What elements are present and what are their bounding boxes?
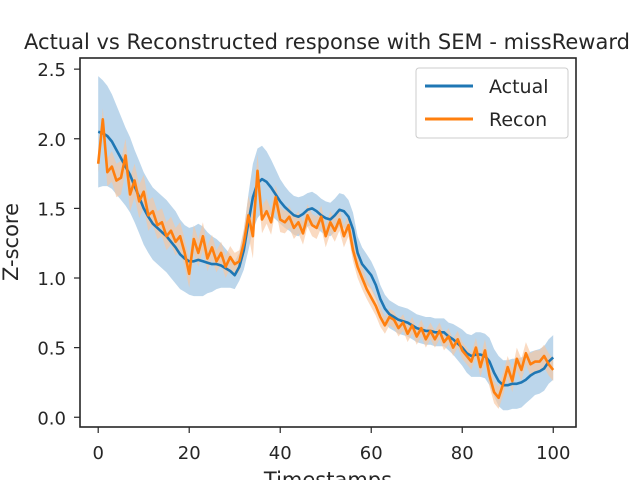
series-lines [96,118,555,400]
x-axis-ticks: 0 20 40 60 80 100 [92,427,570,464]
x-tick-label: 80 [451,443,474,464]
y-tick-label: 1.5 [37,199,66,220]
y-axis-label: Z-score [0,203,23,281]
legend-actual-label: Actual [489,76,549,98]
legend: Actual Recon [415,67,569,139]
x-tick-label: 20 [178,443,201,464]
x-tick-label: 40 [269,443,292,464]
recon-series-line [96,118,555,400]
y-tick-label: 0.5 [37,339,66,360]
chart-title: Actual vs Reconstructed response with SE… [24,30,630,54]
y-tick-label: 2.5 [37,60,66,81]
y-tick-label: 2.0 [37,130,66,151]
x-axis-label: Timestamps [263,468,392,480]
y-axis-ticks: 0.0 0.5 1.0 1.5 2.0 2.5 [37,60,80,429]
legend-recon-label: Recon [489,109,547,131]
x-tick-label: 60 [360,443,383,464]
plot-frame [79,57,577,428]
y-tick-label: 1.0 [37,269,66,290]
y-tick-label: 0.0 [37,408,66,429]
x-tick-label: 100 [536,443,570,464]
x-tick-label: 0 [92,443,103,464]
